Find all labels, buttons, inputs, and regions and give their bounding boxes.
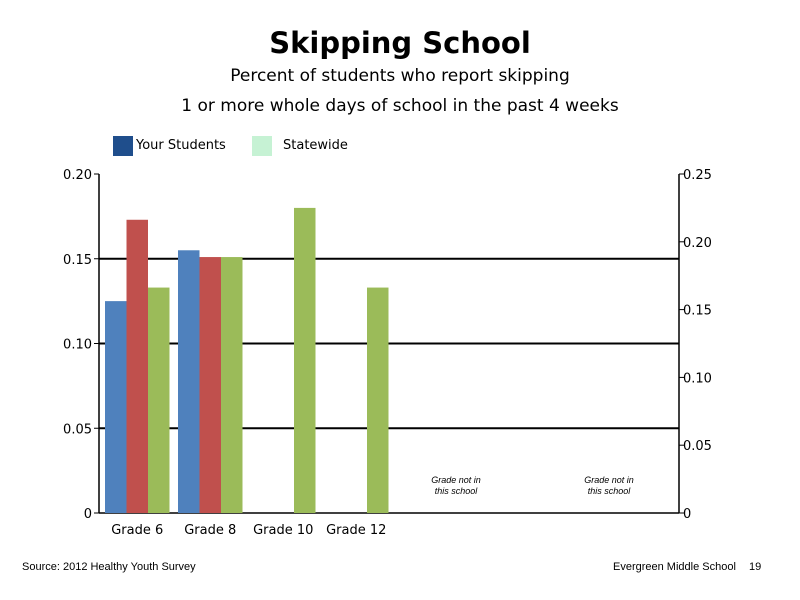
x-tick-label: Grade 10 xyxy=(253,523,313,538)
y2-tick-label: 0 xyxy=(683,507,691,522)
y2-tick-label: 0.05 xyxy=(683,439,712,454)
bar xyxy=(148,287,170,513)
chart-subtitle-line-1: Percent of students who report skipping xyxy=(230,66,570,86)
annotation-line-1: Grade not in xyxy=(431,475,481,485)
chart-title: Skipping School xyxy=(269,26,531,60)
y-tick-label: 0.15 xyxy=(63,253,92,268)
y2-tick-label: 0.15 xyxy=(683,304,712,319)
bar xyxy=(178,250,200,513)
bar xyxy=(126,219,148,513)
y-tick-label: 0.05 xyxy=(63,422,92,437)
y-tick-label: 0 xyxy=(84,507,92,522)
x-tick-label: Grade 8 xyxy=(184,523,236,538)
annotation-line-2: this school xyxy=(588,486,632,496)
chart-subtitle-line-2: 1 or more whole days of school in the pa… xyxy=(181,96,619,116)
page-number: 19 xyxy=(749,561,762,573)
bar xyxy=(367,287,389,513)
source-note: Source: 2012 Healthy Youth Survey xyxy=(22,561,196,573)
y-tick-label: 0.10 xyxy=(63,338,92,353)
legend-label-statewide: Statewide xyxy=(283,138,348,153)
annotation-line-1: Grade not in xyxy=(584,475,634,485)
bar xyxy=(221,257,243,513)
bar xyxy=(199,257,221,513)
bar xyxy=(105,301,127,513)
y-tick-label: 0.20 xyxy=(63,168,92,183)
x-tick-label: Grade 6 xyxy=(111,523,163,538)
bar xyxy=(294,207,316,513)
y2-tick-label: 0.20 xyxy=(683,236,712,251)
legend-swatch-your-students xyxy=(113,136,133,156)
annotation-line-2: this school xyxy=(435,486,479,496)
school-name: Evergreen Middle School xyxy=(613,561,736,573)
legend-label-your-students: Your Students xyxy=(136,138,226,153)
x-tick-label: Grade 12 xyxy=(326,523,386,538)
y2-tick-label: 0.10 xyxy=(683,371,712,386)
y2-tick-label: 0.25 xyxy=(683,168,712,183)
legend-swatch-statewide xyxy=(252,136,272,156)
